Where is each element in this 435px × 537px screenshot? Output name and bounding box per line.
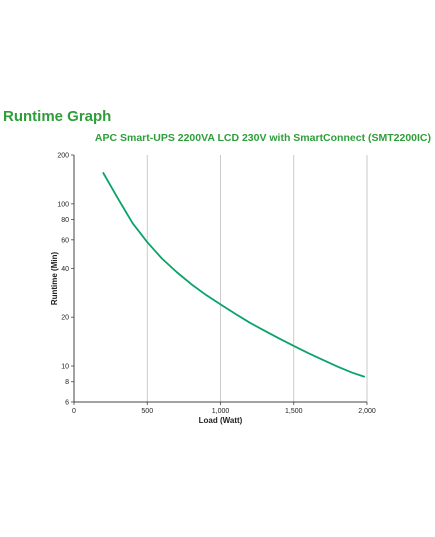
- y-tick-label: 20: [61, 315, 69, 322]
- y-tick-label: 6: [65, 400, 69, 407]
- runtime-curve: [102, 172, 366, 378]
- series-layer: [102, 172, 366, 378]
- y-tick-label: 80: [61, 217, 69, 224]
- y-tick-label: 200: [57, 153, 69, 160]
- x-tick-label: 1,000: [212, 408, 230, 415]
- label-layer: 0 500 1,000 1,500 2,000 6 8 10 20 40 60 80 100 200 Loa…: [50, 153, 376, 426]
- x-axis-title: Load (Watt): [199, 416, 243, 425]
- y-tick-label: 60: [61, 237, 69, 244]
- chart-subtitle: APC Smart-UPS 2200VA LCD 230V with Smart…: [94, 132, 431, 144]
- page-title: Runtime Graph: [3, 108, 112, 125]
- y-axis-title: Runtime (Min): [50, 252, 59, 306]
- x-tick-label: 1,500: [285, 408, 303, 415]
- y-tick-label: 40: [61, 266, 69, 273]
- grid-layer: [146, 155, 368, 402]
- axis-layer: [71, 154, 368, 405]
- y-tick-label: 10: [61, 364, 69, 371]
- x-tick-label: 2,000: [358, 408, 376, 415]
- x-tick-label: 500: [141, 408, 153, 415]
- x-tick-label: 0: [72, 408, 76, 415]
- y-tick-label: 8: [65, 379, 69, 386]
- y-tick-label: 100: [57, 201, 69, 208]
